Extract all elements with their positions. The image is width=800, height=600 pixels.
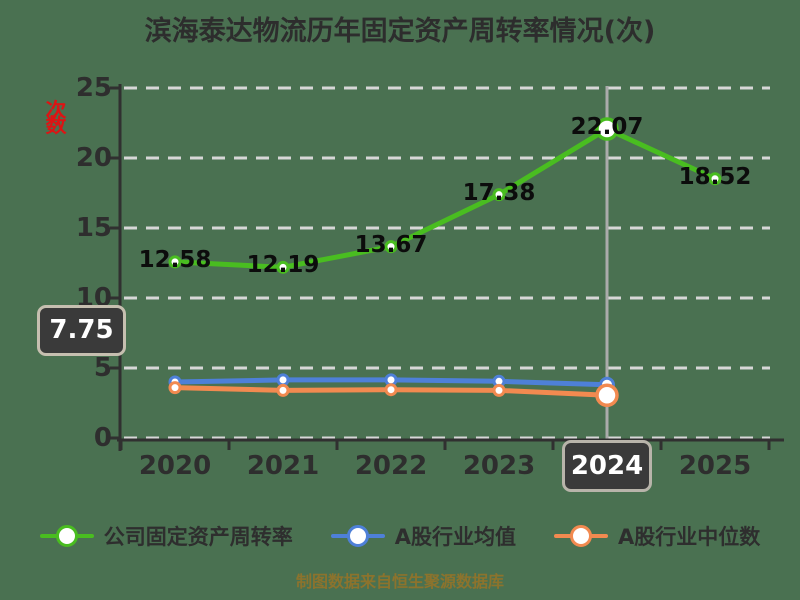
legend-item-industry-median[interactable]: A股行业中位数 bbox=[554, 521, 760, 551]
y-tick-label: 20 bbox=[75, 143, 112, 173]
data-point[interactable] bbox=[595, 383, 619, 408]
legend-marker-green-icon bbox=[39, 524, 94, 548]
data-point[interactable] bbox=[384, 383, 398, 397]
y-tick-label: 25 bbox=[75, 73, 112, 103]
y-tick-label: 15 bbox=[75, 213, 112, 243]
x-tick-label: 2022 bbox=[354, 451, 428, 481]
data-point[interactable] bbox=[168, 381, 182, 395]
x-tick-label: 2025 bbox=[678, 451, 752, 481]
legend-item-industry-mean[interactable]: A股行业均值 bbox=[330, 521, 516, 551]
legend-marker-blue-icon bbox=[330, 524, 385, 548]
data-point-label: 18.52 bbox=[678, 163, 752, 190]
data-point[interactable] bbox=[384, 240, 398, 254]
legend-item-company-turnover[interactable]: 公司固定资产周转率 bbox=[39, 521, 293, 551]
data-point[interactable] bbox=[168, 255, 182, 269]
x-axis-pointer-tooltip: 2024 bbox=[562, 440, 652, 492]
x-tick-label: 2020 bbox=[138, 451, 212, 481]
x-tick-label: 2021 bbox=[246, 451, 320, 481]
legend-label: 公司固定资产周转率 bbox=[103, 525, 293, 549]
data-point-label: 12.19 bbox=[246, 252, 320, 279]
series-line-0[interactable] bbox=[172, 126, 718, 270]
legend-label: A股行业均值 bbox=[394, 525, 516, 549]
data-point[interactable] bbox=[276, 373, 290, 387]
data-point[interactable] bbox=[492, 383, 506, 397]
chart-title: 滨海泰达物流历年固定资产周转率情况(次) bbox=[144, 16, 656, 47]
legend-marker-orange-icon bbox=[554, 524, 608, 548]
data-point[interactable] bbox=[708, 172, 722, 186]
data-point-label: 13.67 bbox=[354, 231, 428, 258]
data-point[interactable] bbox=[492, 188, 506, 202]
data-point-label: 12.58 bbox=[138, 246, 212, 273]
data-point[interactable] bbox=[276, 260, 290, 274]
data-point-label: 22.07 bbox=[570, 114, 644, 141]
x-tick-label: 2023 bbox=[462, 451, 536, 481]
legend-label: A股行业中位数 bbox=[618, 525, 761, 549]
y-axis-pointer-tooltip: 7.75 bbox=[37, 305, 126, 356]
data-point-label: 17.38 bbox=[462, 179, 536, 206]
legend: 公司固定资产周转率 A股行业均值 A股行业中位数 bbox=[0, 521, 800, 551]
data-point[interactable] bbox=[276, 383, 290, 397]
data-source-note: 制图数据来自恒生聚源数据库 bbox=[295, 572, 504, 591]
data-point[interactable] bbox=[595, 117, 619, 141]
y-tick-label: 0 bbox=[93, 423, 112, 453]
y-axis-unit-label: 次数 bbox=[43, 99, 67, 131]
y-tick-label: 5 bbox=[93, 353, 112, 383]
